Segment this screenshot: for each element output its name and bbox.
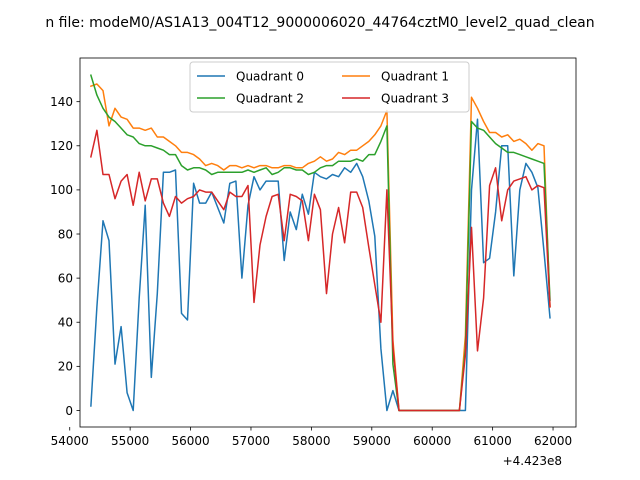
x-tick-label: 56000 <box>171 434 209 448</box>
legend-frame <box>189 61 470 113</box>
x-tick-label: 59000 <box>353 434 391 448</box>
legend-label: Quadrant 3 <box>381 91 449 105</box>
y-tick-label: 0 <box>65 404 73 418</box>
x-axis-ticks: 54000 55000 56000 57000 58000 59000 60000 61000… <box>51 427 572 448</box>
legend: Quadrant 0 Quadrant 1 Quadrant 2 Quadrant 3 <box>189 61 470 113</box>
series-line-quadrant-0 <box>90 118 551 412</box>
y-tick-label: 100 <box>50 183 73 197</box>
y-tick-label: 140 <box>50 95 73 109</box>
x-tick-label: 55000 <box>111 434 149 448</box>
x-tick-label: 54000 <box>51 434 89 448</box>
series-line-quadrant-3 <box>90 129 551 412</box>
y-tick-label: 40 <box>58 316 73 330</box>
legend-label: Quadrant 1 <box>381 69 449 83</box>
y-tick-label: 20 <box>58 360 73 374</box>
y-tick-label: 80 <box>58 227 73 241</box>
legend-label: Quadrant 2 <box>236 91 304 105</box>
x-tick-label: 62000 <box>534 434 572 448</box>
x-offset-label: +4.423e8 <box>503 454 562 468</box>
y-axis-ticks: 0 20 40 60 80 100 120 140 <box>50 95 80 418</box>
series-line-quadrant-1 <box>89 83 551 412</box>
x-tick-label: 61000 <box>474 434 512 448</box>
x-tick-label: 57000 <box>232 434 270 448</box>
plot-frame <box>79 57 577 428</box>
series-layer <box>89 74 551 412</box>
x-tick-label: 58000 <box>292 434 330 448</box>
y-tick-label: 120 <box>50 139 73 153</box>
y-tick-label: 60 <box>58 271 73 285</box>
chart-title: n file: modeM0/AS1A13_004T12_9000006020_… <box>45 15 594 31</box>
x-tick-label: 60000 <box>413 434 451 448</box>
legend-label: Quadrant 0 <box>236 69 304 83</box>
series-line-quadrant-2 <box>89 74 551 412</box>
